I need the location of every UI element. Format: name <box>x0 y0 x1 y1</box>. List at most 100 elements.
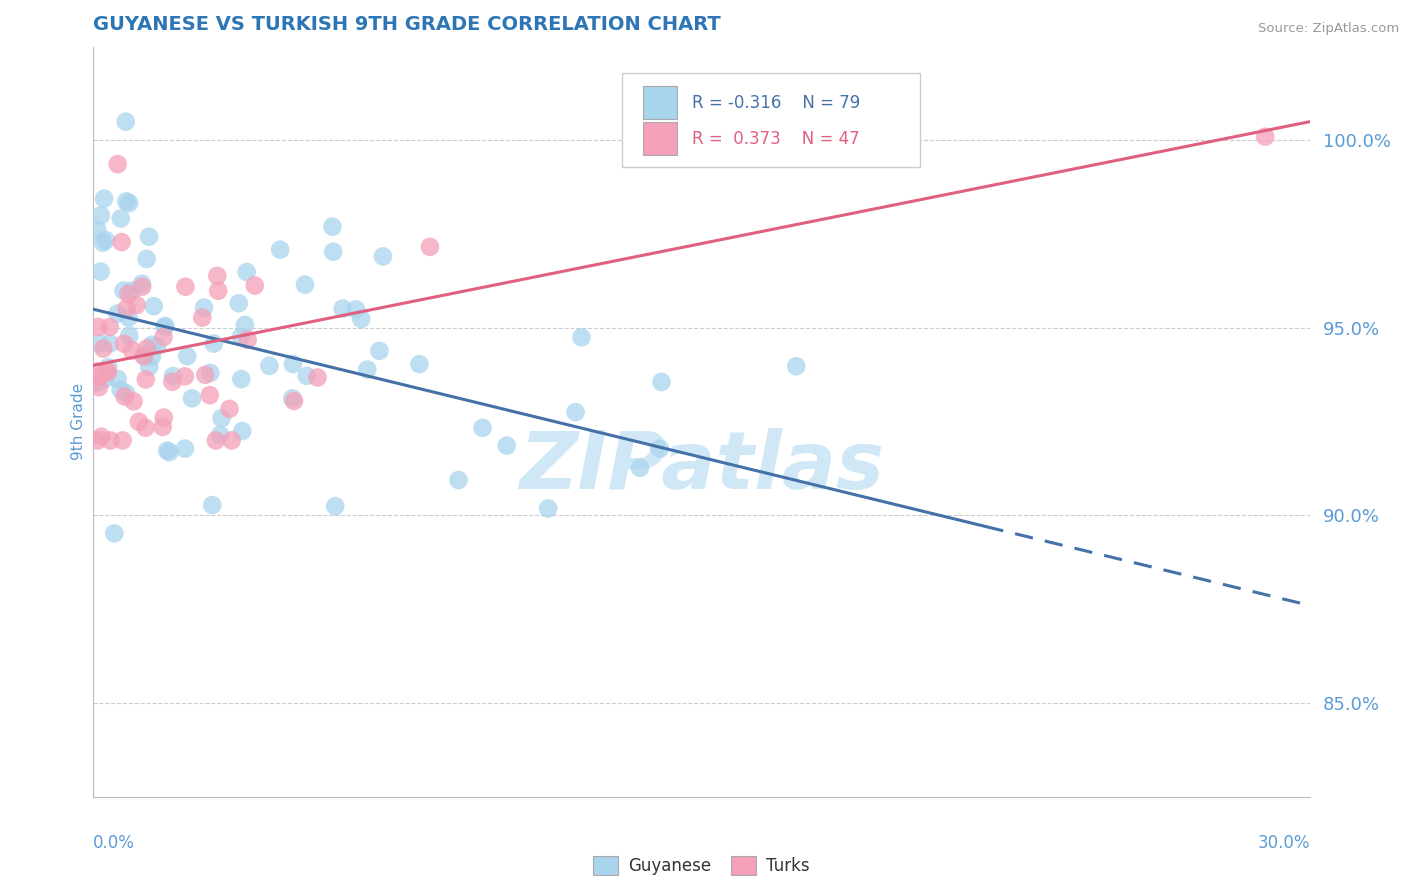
Point <box>207 284 229 298</box>
Point <box>122 394 145 409</box>
Point <box>87 380 110 394</box>
Point <box>87 320 110 334</box>
Point <box>152 420 174 434</box>
Point <box>153 320 176 334</box>
Point <box>115 194 138 209</box>
Point <box>86 376 108 390</box>
Point <box>121 284 143 298</box>
Point <box>173 369 195 384</box>
Point <box>162 375 184 389</box>
Point <box>218 401 240 416</box>
Point <box>368 343 391 358</box>
Point <box>96 365 118 379</box>
Point <box>174 442 197 456</box>
Point <box>87 336 110 351</box>
Point <box>117 310 139 325</box>
Text: R = -0.316    N = 79: R = -0.316 N = 79 <box>692 94 860 112</box>
Point <box>110 211 132 226</box>
Point <box>537 501 560 516</box>
Point <box>142 299 165 313</box>
Point <box>650 375 672 389</box>
Point <box>98 336 121 351</box>
Point <box>141 337 163 351</box>
Point <box>228 296 250 310</box>
Point <box>471 421 494 435</box>
Point <box>269 243 291 257</box>
Point <box>103 526 125 541</box>
Point <box>204 434 226 448</box>
Point <box>198 388 221 402</box>
Point <box>131 277 153 291</box>
Point <box>221 434 243 448</box>
Point <box>628 460 651 475</box>
Point <box>114 114 136 128</box>
Text: ZIPatlas: ZIPatlas <box>519 427 884 506</box>
Point <box>323 499 346 513</box>
Point <box>235 265 257 279</box>
Point <box>134 350 156 364</box>
Point <box>1254 129 1277 144</box>
Y-axis label: 9th Grade: 9th Grade <box>72 384 86 460</box>
Point <box>114 389 136 403</box>
Point <box>135 342 157 356</box>
Point <box>344 302 367 317</box>
Text: Source: ZipAtlas.com: Source: ZipAtlas.com <box>1258 22 1399 36</box>
Point <box>112 336 135 351</box>
Point <box>201 498 224 512</box>
Point <box>125 298 148 312</box>
Text: GUYANESE VS TURKISH 9TH GRADE CORRELATION CHART: GUYANESE VS TURKISH 9TH GRADE CORRELATIO… <box>93 15 721 34</box>
Point <box>138 229 160 244</box>
Point <box>785 359 807 374</box>
Point <box>153 318 176 333</box>
Point <box>141 350 163 364</box>
Point <box>138 359 160 374</box>
Point <box>135 372 157 386</box>
FancyBboxPatch shape <box>643 121 678 155</box>
Point <box>115 301 138 316</box>
Point <box>174 279 197 293</box>
Point <box>107 157 129 171</box>
Point <box>115 386 138 401</box>
Text: 0.0%: 0.0% <box>93 834 135 852</box>
Point <box>97 365 120 379</box>
Point <box>91 235 114 250</box>
Point <box>281 357 304 371</box>
Point <box>233 318 256 332</box>
Point <box>132 349 155 363</box>
Point <box>211 411 233 425</box>
Point <box>91 342 114 356</box>
Point <box>90 209 112 223</box>
Point <box>157 445 180 459</box>
Point <box>321 219 343 234</box>
Point <box>564 405 586 419</box>
Point <box>231 424 253 438</box>
Point <box>419 240 441 254</box>
Point <box>89 370 111 384</box>
Point <box>571 330 593 344</box>
Point <box>152 330 174 344</box>
Point <box>118 328 141 343</box>
Point <box>322 244 344 259</box>
Point <box>107 307 129 321</box>
Point <box>495 439 517 453</box>
Point <box>193 301 215 315</box>
Text: R =  0.373    N = 47: R = 0.373 N = 47 <box>692 129 859 147</box>
FancyBboxPatch shape <box>643 86 678 120</box>
Point <box>117 286 139 301</box>
Point <box>146 339 169 353</box>
Point <box>194 368 217 382</box>
Point <box>294 277 316 292</box>
Point <box>236 333 259 347</box>
Point <box>134 421 156 435</box>
Point <box>408 357 430 371</box>
Point <box>97 360 120 375</box>
Point <box>110 383 132 397</box>
Point <box>181 392 204 406</box>
Point <box>162 369 184 384</box>
Point <box>86 223 108 237</box>
Point <box>307 370 329 384</box>
Point <box>107 372 129 386</box>
Point <box>259 359 281 373</box>
Point <box>648 442 671 456</box>
Legend: Guyanese, Turks: Guyanese, Turks <box>586 849 817 882</box>
